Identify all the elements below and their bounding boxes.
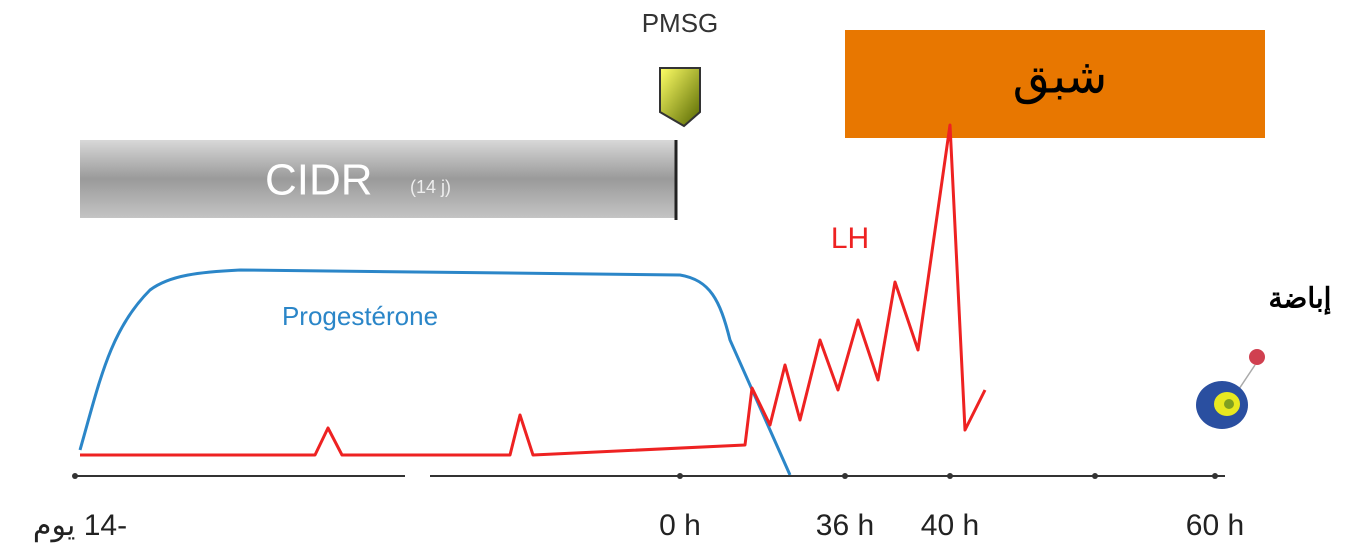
lh-label: LH xyxy=(831,222,869,255)
axis-label: 0 h xyxy=(659,509,701,542)
follicle-center xyxy=(1224,399,1234,409)
estrus-box xyxy=(845,30,1265,138)
axis-label: 36 h xyxy=(816,509,874,542)
cidr-bar xyxy=(80,140,675,218)
cidr-label: CIDR xyxy=(265,156,373,205)
pmsg-label: PMSG xyxy=(642,8,719,38)
progesterone-label: Progestérone xyxy=(282,301,438,331)
estrus-label: شبق xyxy=(1013,51,1108,105)
pmsg-marker xyxy=(659,67,701,128)
progesterone-curve xyxy=(78,268,792,476)
lh-curve xyxy=(80,123,987,457)
axis-labels: -14 يوم 0 h 36 h 40 h 60 h xyxy=(33,509,1244,543)
axis-ticks xyxy=(72,473,1218,479)
axis-label: 40 h xyxy=(921,509,979,542)
ovum xyxy=(1249,349,1265,365)
axis-label: -14 يوم xyxy=(33,509,127,543)
cidr-duration: (14 j) xyxy=(410,177,451,197)
axis-label: 60 h xyxy=(1186,509,1244,542)
ovulation-label: إباضة xyxy=(1269,282,1332,315)
